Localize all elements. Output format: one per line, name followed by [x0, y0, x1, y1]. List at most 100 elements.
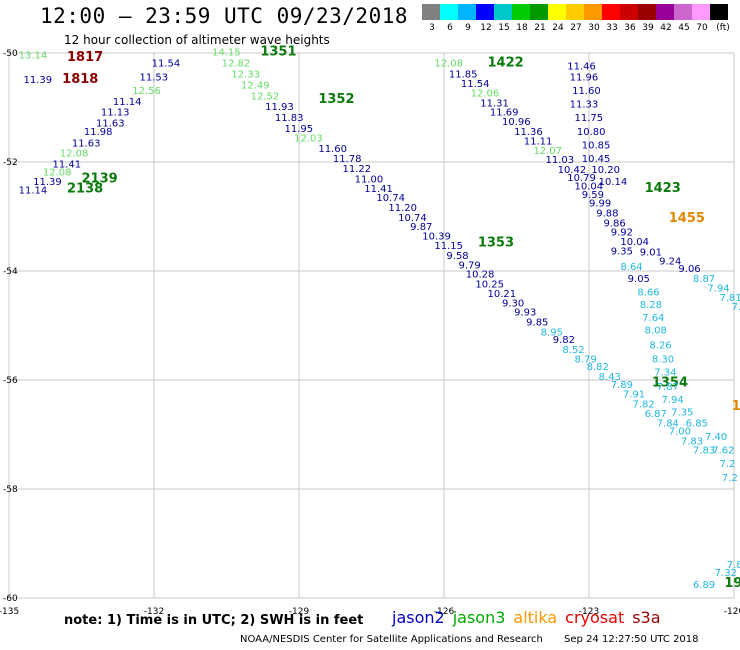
wave-height-value: 10.39	[422, 231, 451, 242]
wave-height-value: 11.13	[101, 108, 130, 119]
wave-height-value: 11.39	[33, 177, 62, 188]
scale-swatch	[440, 4, 458, 20]
scale-swatch	[638, 4, 656, 20]
pass-time-label: 1351	[260, 45, 296, 60]
wave-height-value: 12.08	[43, 168, 72, 179]
wave-height-value: 11.41	[364, 184, 393, 195]
scale-swatch	[710, 4, 728, 20]
wave-height-value: 8.87	[693, 274, 715, 285]
longitude-tick-label: -129	[289, 607, 310, 617]
wave-height-value: 7.94	[707, 284, 729, 295]
wave-height-value: 11.03	[546, 155, 575, 166]
wave-height-value: 9.86	[604, 218, 626, 229]
scale-label: 36	[624, 23, 636, 33]
wave-height-value: 9.88	[596, 209, 618, 220]
longitude-tick-label: -120	[724, 607, 740, 617]
wave-height-value: 9.79	[459, 260, 481, 271]
wave-height-value: 8.64	[620, 262, 642, 273]
pass-time-label: 1	[732, 399, 740, 414]
wave-height-value: 11.85	[449, 70, 478, 81]
page-subtitle: 12 hour collection of altimeter wave hei…	[64, 33, 330, 47]
legend-jason2: jason2	[392, 608, 445, 627]
scale-label: 27	[570, 23, 582, 33]
pass-time-label: 2138	[67, 182, 103, 197]
wave-height-value: 8.95	[541, 327, 563, 338]
latitude-tick-label: -56	[3, 376, 18, 386]
wave-height-value: 11.20	[388, 203, 417, 214]
wave-height-value: 8.26	[649, 340, 671, 351]
wave-height-value: 9.85	[526, 318, 548, 329]
scale-swatch	[602, 4, 620, 20]
wave-height-value: 11.69	[490, 108, 519, 119]
wave-height-value: 10.04	[575, 181, 604, 192]
legend-cryosat: cryosat	[565, 608, 625, 627]
wave-height-value: 8.30	[652, 355, 674, 366]
wave-height-value: 7.2	[722, 473, 738, 484]
wave-height-value: 12.82	[222, 59, 251, 70]
wave-height-value: 10.28	[466, 270, 495, 281]
wave-height-value: 9.58	[446, 251, 468, 262]
wave-height-value: 12.06	[471, 89, 500, 100]
wave-height-value: 8.82	[587, 362, 609, 373]
scale-swatch	[566, 4, 584, 20]
scale-swatch	[656, 4, 674, 20]
scale-swatch	[422, 4, 440, 20]
wave-height-value: 11.22	[343, 164, 372, 175]
wave-height-value: 7.00	[669, 427, 691, 438]
wave-height-value: 9.93	[514, 308, 536, 319]
scale-swatch	[476, 4, 494, 20]
wave-height-value: 11.63	[72, 139, 101, 150]
wave-height-value: 11.41	[53, 159, 82, 170]
pass-time-label: 1422	[488, 56, 524, 71]
latitude-tick-label: -54	[3, 267, 18, 277]
wave-height-value: 6.89	[693, 580, 715, 591]
scale-label: 15	[498, 23, 510, 33]
pass-time-label: 1423	[645, 181, 681, 196]
wave-height-value: 9.30	[502, 298, 524, 309]
units-note: note: 1) Time is in UTC; 2) SWH is in fe…	[64, 613, 364, 628]
credit-text: NOAA/NESDIS Center for Satellite Applica…	[240, 634, 543, 645]
wave-height-value: 10.14	[599, 177, 628, 188]
wave-height-value: 11.96	[570, 72, 599, 83]
wave-height-value: 11.14	[19, 186, 48, 197]
wave-height-value: 11.63	[96, 119, 125, 130]
longitude-tick-label: -135	[0, 607, 19, 617]
wave-height-value: 8.52	[562, 345, 584, 356]
scale-swatch	[548, 4, 566, 20]
wave-height-value: 7.94	[662, 395, 684, 406]
legend-s3a: s3a	[632, 608, 661, 627]
wave-height-labels: 1817181811.3913.1411.5411.5312.5611.1411…	[19, 45, 740, 591]
wave-height-value: 7.34	[654, 368, 676, 379]
scale-label: 18	[516, 23, 528, 33]
wave-height-value: 7.82	[633, 399, 655, 410]
longitude-tick-label: -123	[579, 607, 599, 617]
scale-label: 45	[678, 23, 690, 33]
wave-height-value: 12.03	[294, 133, 323, 144]
wave-height-value: 7.8	[727, 560, 740, 571]
wave-height-value: 11.31	[480, 98, 509, 109]
wave-height-value: 11.75	[575, 113, 604, 124]
wave-height-value: 7.39	[732, 302, 740, 313]
wave-height-value: 10.42	[558, 165, 587, 176]
scale-label: 21	[534, 23, 546, 33]
wave-height-value: 11.60	[572, 86, 601, 97]
scale-swatch	[458, 4, 476, 20]
wave-height-value: 10.45	[582, 154, 611, 165]
longitude-tick-label: -126	[434, 607, 455, 617]
wave-height-value: 10.79	[567, 173, 596, 184]
wave-height-value: 10.04	[620, 237, 649, 248]
wave-height-value: 7.84	[657, 418, 679, 429]
wave-height-value: 7.89	[611, 380, 633, 391]
pass-time-label: 1817	[67, 50, 103, 65]
wave-height-value: 10.80	[577, 127, 606, 138]
scale-label: 70	[696, 23, 708, 33]
wave-height-value: 12.07	[533, 146, 562, 157]
wave-height-value: 7.62	[712, 446, 734, 457]
latitude-tick-label: -52	[3, 158, 18, 168]
wave-height-value: 7.87	[657, 382, 679, 393]
scale-label: 30	[588, 23, 600, 33]
wave-height-value: 12.52	[251, 91, 280, 102]
wave-height-value: 7.32	[715, 568, 737, 579]
wave-height-value: 7.81	[720, 293, 740, 304]
